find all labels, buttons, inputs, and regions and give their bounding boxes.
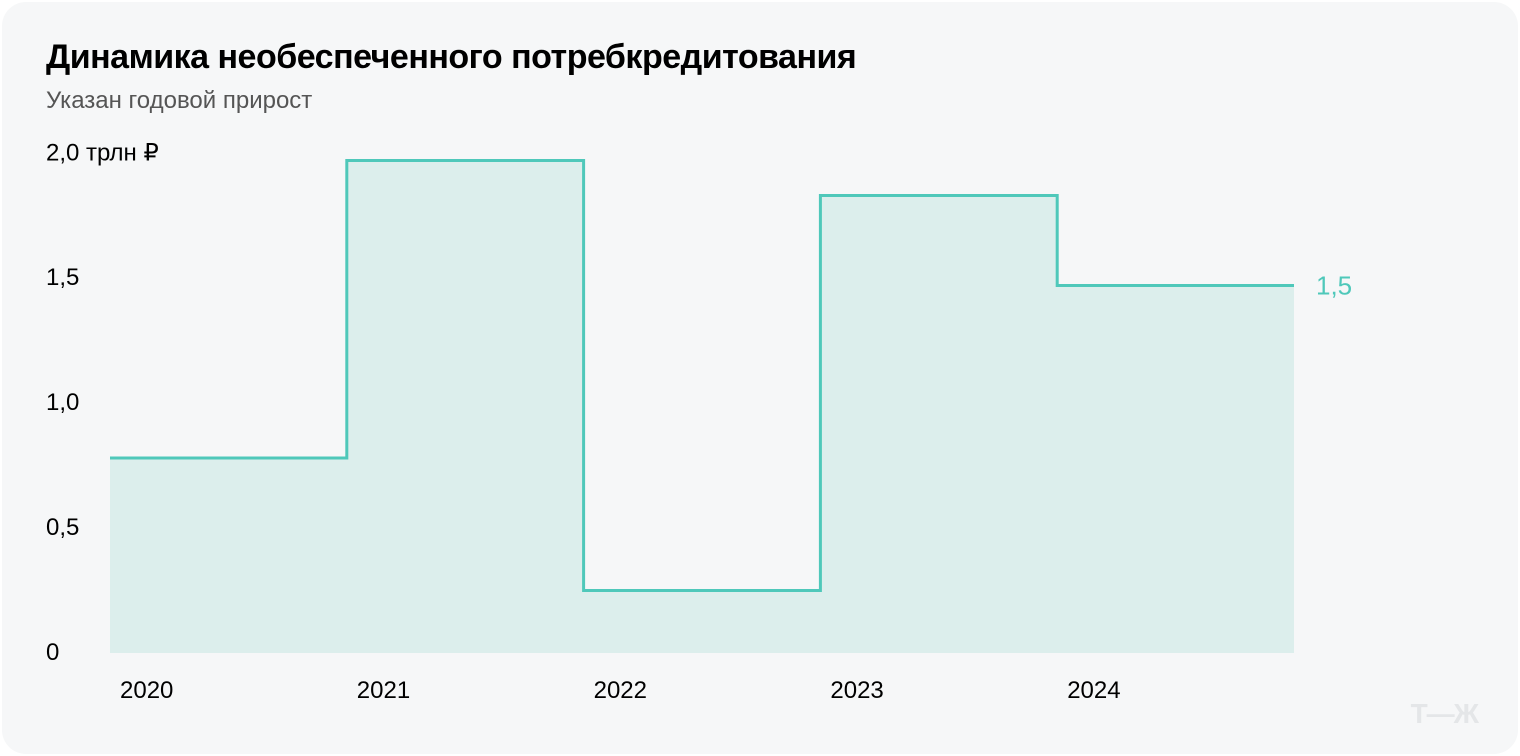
chart-area: 00,51,01,52,0 трлн ₽ 1,5 202020212022202… [46,153,1474,713]
chart-subtitle: Указан годовой прирост [46,87,1474,115]
y-tick-label: 0,5 [46,514,79,542]
chart-card: Динамика необеспеченного потребкредитова… [2,2,1518,754]
y-tick-label: 1,5 [46,264,79,292]
y-tick-label: 0 [46,639,59,667]
chart-title: Динамика необеспеченного потребкредитова… [46,38,1474,77]
x-tick-label: 2024 [1067,677,1120,705]
y-tick-label: 1,0 [46,389,79,417]
step-chart-svg [110,153,1294,653]
series-end-label: 1,5 [1316,270,1352,301]
watermark: Т—Ж [1411,698,1478,730]
plot-area [110,153,1294,653]
x-tick-label: 2020 [120,677,173,705]
x-axis: 2020 2021 2022 2023 2024 [110,663,1294,713]
x-tick-label: 2021 [357,677,410,705]
x-tick-label: 2023 [830,677,883,705]
x-tick-label: 2022 [594,677,647,705]
